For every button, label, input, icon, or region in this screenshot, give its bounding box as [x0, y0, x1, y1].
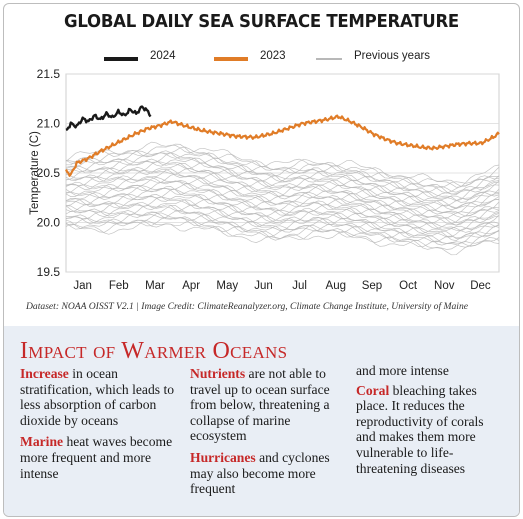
- x-tick-label: Jan: [73, 280, 92, 292]
- previous-years-line: [65, 146, 500, 188]
- previous-years-line: [65, 212, 500, 246]
- previous-years-line: [65, 204, 500, 239]
- previous-years-line: [65, 158, 500, 202]
- infographic-frame: GLOBAL DAILY SEA SURFACE TEMPERATURE 202…: [3, 3, 520, 517]
- impact-item-continuation: and more intense: [356, 363, 449, 378]
- x-tick-label: Oct: [399, 280, 418, 292]
- x-tick-label: Jun: [254, 280, 273, 292]
- legend-label-2024: 2024: [150, 50, 176, 62]
- impact-item-coral: Coral bleaching takes place. It reduces …: [356, 383, 506, 477]
- legend-label-previous-years: Previous years: [354, 50, 431, 62]
- previous-years-line: [65, 193, 500, 230]
- series-line-2023: [65, 114, 500, 177]
- legend-swatch-2024: [104, 57, 138, 61]
- y-tick-label: 20.5: [37, 166, 61, 180]
- previous-years-line: [65, 186, 500, 226]
- impact-heading: Impact of Warmer Oceans: [20, 338, 288, 364]
- impact-column-1: Increase in ocean stratification, which …: [20, 366, 180, 487]
- previous-years-line: [65, 216, 500, 248]
- previous-years-line: [65, 201, 500, 238]
- y-tick-label: 20.0: [37, 216, 61, 230]
- previous-years-line: [65, 176, 500, 218]
- previous-years-line: [65, 141, 500, 188]
- dataset-caption: Dataset: NOAA OISST V2.1 | Image Credit:…: [26, 301, 469, 312]
- x-tick-label: Nov: [434, 280, 455, 292]
- legend-swatch-2023: [214, 57, 248, 61]
- impact-text: heat waves become more frequent and more…: [20, 434, 173, 481]
- impact-text: bleaching takes place. It reduces the re…: [356, 382, 484, 476]
- x-tick-label: Mar: [145, 280, 165, 292]
- previous-years-line: [65, 168, 500, 209]
- legend-swatch-previous-years: [316, 58, 342, 60]
- legend-label-2023: 2023: [260, 50, 286, 62]
- impact-keyword: Hurricanes: [190, 449, 256, 465]
- impact-item-nutrients: Nutrients are not able to travel up to o…: [190, 366, 342, 444]
- impact-text: and cyclones may also become more freque…: [190, 449, 330, 497]
- x-tick-label: May: [216, 280, 238, 292]
- previous-years-line: [65, 176, 500, 215]
- previous-years-line: [65, 199, 500, 234]
- previous-years-line: [65, 204, 500, 241]
- impact-panel: Impact of Warmer Oceans Increase in ocea…: [4, 326, 519, 516]
- previous-years-line: [65, 180, 500, 217]
- impact-text: are not able to travel up to ocean surfa…: [190, 366, 330, 444]
- impact-item-marine: Marine heat waves become more frequent a…: [20, 434, 180, 481]
- impact-column-2: Nutrients are not able to travel up to o…: [190, 366, 342, 503]
- y-tick-label: 21.0: [37, 117, 61, 131]
- sst-line-chart: 19.5 20.0 20.5 21.0 21.5 Jan Feb Mar Apr May Jun Ju…: [29, 67, 500, 292]
- chart-title: GLOBAL DAILY SEA SURFACE TEMPERATURE: [64, 11, 459, 32]
- x-tick-label: Dec: [470, 280, 491, 292]
- x-tick-label: Feb: [109, 280, 129, 292]
- impact-keyword: Nutrients: [190, 366, 246, 381]
- y-tick-label: 19.5: [37, 265, 61, 279]
- series-line-2024: [65, 105, 152, 132]
- previous-years-line: [65, 188, 500, 224]
- impact-keyword: Coral: [356, 382, 390, 398]
- impact-text: in ocean stratification, which leads to …: [20, 366, 175, 428]
- x-tick-label: Sep: [362, 280, 382, 292]
- x-tick-label: Apr: [182, 280, 200, 292]
- impact-keyword: Marine: [20, 434, 64, 450]
- previous-years-line: [65, 152, 500, 193]
- impact-item-hurricanes: Hurricanes and cyclones may also become …: [190, 450, 342, 497]
- impact-item-increase: Increase in ocean stratification, which …: [20, 366, 180, 428]
- x-tick-label: Jul: [292, 280, 307, 292]
- y-tick-label: 21.5: [37, 67, 61, 81]
- previous-years-line: [65, 166, 500, 207]
- x-tick-label: Aug: [326, 280, 346, 292]
- y-axis-label: Temperature (C): [29, 131, 41, 215]
- impact-column-3: and more intense Coral bleaching takes p…: [356, 363, 506, 482]
- previous-years-line: [66, 143, 500, 187]
- impact-keyword: Increase: [20, 366, 69, 381]
